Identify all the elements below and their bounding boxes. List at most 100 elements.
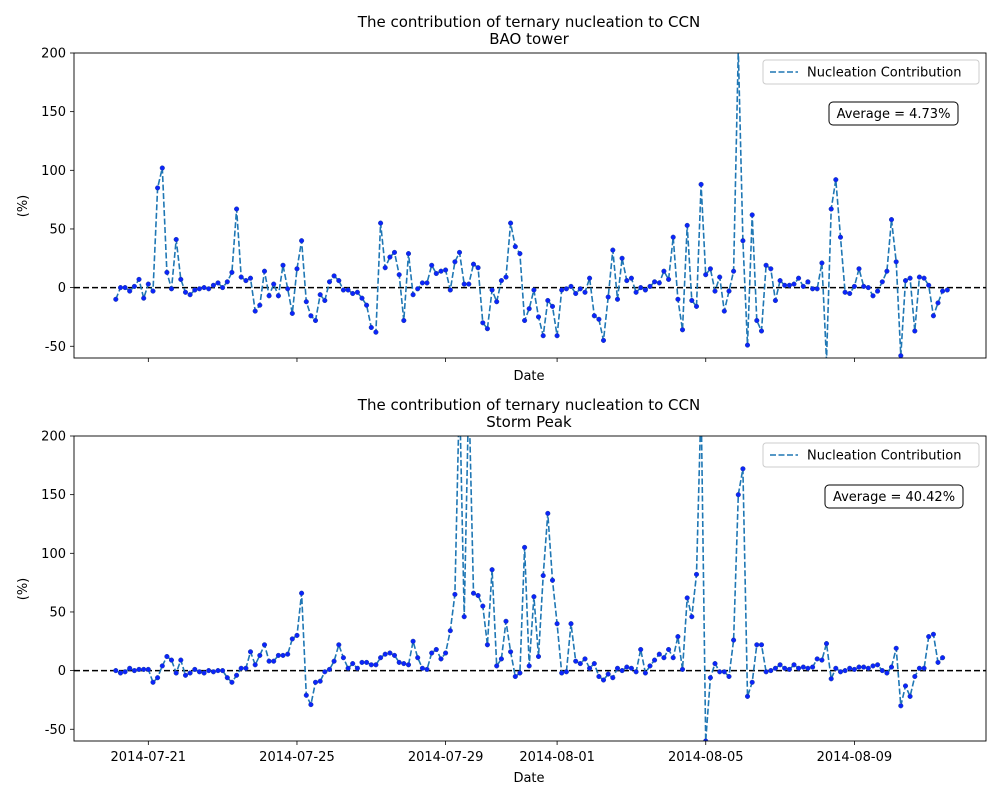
data-point: [136, 276, 142, 282]
data-point: [387, 254, 393, 260]
data-point: [182, 289, 189, 295]
data-point: [229, 679, 235, 685]
data-point: [856, 664, 862, 670]
data-point: [294, 266, 300, 272]
data-point: [935, 300, 941, 306]
data-point: [684, 595, 690, 601]
data-point: [740, 238, 746, 244]
x-axis-label: Date: [513, 369, 544, 384]
data-point: [456, 249, 463, 255]
data-point: [498, 656, 504, 662]
data-point: [652, 279, 658, 285]
data-point: [666, 276, 672, 282]
data-point: [693, 571, 700, 577]
data-point: [758, 328, 765, 334]
data-point: [847, 665, 853, 671]
data-point: [893, 259, 899, 265]
data-point: [178, 276, 184, 282]
data-point: [605, 294, 611, 300]
legend: Nucleation Contribution: [762, 59, 980, 85]
data-point: [675, 296, 681, 302]
data-point: [717, 274, 723, 280]
data-point: [382, 651, 388, 657]
data-point: [870, 663, 876, 669]
data-point: [763, 262, 769, 268]
data-point: [271, 658, 277, 664]
x-tick-label: 2014-08-05: [668, 750, 744, 765]
data-point: [786, 666, 792, 672]
data-point: [549, 303, 556, 309]
data-point: [378, 655, 384, 661]
data-point: [898, 703, 904, 709]
data-point: [744, 693, 751, 699]
data-point: [619, 668, 625, 674]
data-point: [559, 670, 565, 676]
data-point: [350, 661, 356, 667]
data-point: [782, 665, 788, 671]
data-point: [382, 265, 388, 271]
data-point: [628, 275, 634, 281]
data-point: [907, 693, 913, 699]
data-point: [614, 296, 621, 302]
data-point: [638, 646, 644, 653]
data-point: [851, 283, 857, 289]
data-point: [703, 738, 709, 741]
data-point: [401, 317, 407, 324]
data-point: [712, 288, 718, 294]
data-point: [921, 665, 927, 671]
y-axis-label: (%): [16, 578, 31, 601]
data-point: [280, 652, 286, 658]
x-axis-label: Date: [513, 771, 544, 786]
data-point: [926, 282, 932, 288]
data-point: [340, 655, 346, 661]
x-axis: 2014-07-21 2014-07-25 2014-07-29 2014-08-01…: [111, 741, 893, 765]
data-point: [475, 265, 481, 271]
data-point: [326, 279, 333, 285]
y-tick-label: 50: [49, 605, 66, 620]
data-point: [861, 283, 867, 289]
data-point: [373, 662, 379, 668]
data-point: [475, 592, 481, 599]
chart-title-line: Storm Peak: [486, 413, 572, 431]
data-point: [215, 668, 221, 674]
data-point: [628, 665, 634, 671]
data-point: [587, 275, 593, 281]
y-tick-label: -50: [45, 340, 66, 355]
data-point: [522, 317, 528, 324]
data-point: [833, 177, 839, 183]
data-point: [155, 185, 161, 191]
data-point: [141, 295, 147, 301]
data-point: [930, 631, 936, 637]
data-point: [289, 636, 295, 642]
data-point: [433, 646, 439, 653]
data-point: [131, 283, 137, 289]
data-point: [675, 634, 681, 640]
x-tick-label: 2014-08-09: [817, 750, 893, 765]
data-point: [247, 649, 254, 655]
data-point: [127, 665, 133, 671]
data-point: [731, 637, 737, 643]
data-point: [410, 292, 416, 298]
data-point: [243, 278, 249, 284]
data-point: [884, 268, 890, 274]
data-point: [164, 269, 170, 275]
data-point: [494, 299, 500, 305]
data-point: [893, 645, 899, 651]
data-point: [577, 286, 583, 292]
legend-label: Nucleation Contribution: [807, 449, 961, 464]
data-point: [373, 329, 379, 335]
data-point: [526, 663, 532, 669]
data-point: [916, 274, 922, 280]
data-point: [391, 652, 398, 658]
data-point: [429, 650, 435, 656]
data-point: [823, 641, 830, 647]
data-point: [322, 297, 328, 304]
data-point: [563, 669, 569, 675]
data-point: [777, 278, 783, 284]
data-point: [447, 287, 453, 293]
data-point: [173, 236, 179, 243]
data-point: [573, 658, 579, 664]
data-point: [559, 287, 565, 293]
chart-storm-peak: The contribution of ternary nucleation t…: [16, 396, 987, 786]
data-point: [113, 296, 119, 302]
